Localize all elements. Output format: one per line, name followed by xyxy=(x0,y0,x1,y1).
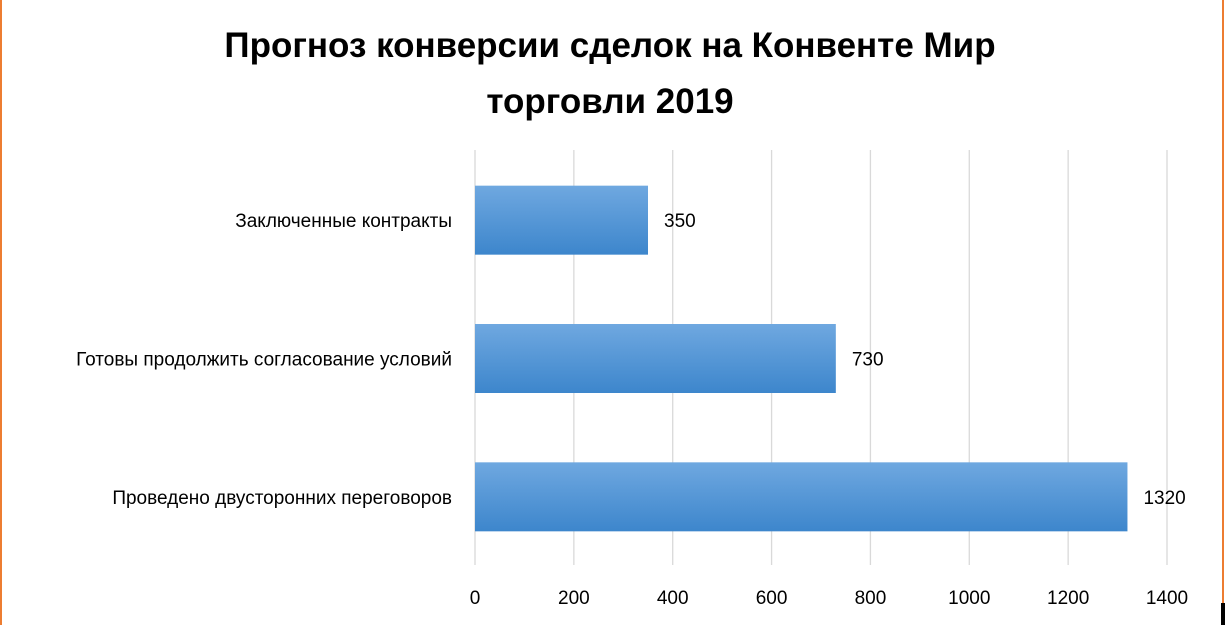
x-tick-label-200: 200 xyxy=(558,588,590,609)
category-label-3: Проведено двусторонних переговоров xyxy=(112,488,452,509)
frame-right-border xyxy=(1222,0,1224,605)
category-labels: Заключенные контракты Готовы продолжить с… xyxy=(76,211,452,509)
bar-3 xyxy=(475,462,1128,532)
bar-2 xyxy=(475,324,836,393)
data-label-1: 350 xyxy=(664,211,696,232)
x-tick-label-1400: 1400 xyxy=(1146,588,1188,609)
x-axis-tick-labels: 0 200 400 600 800 1000 1200 1400 xyxy=(470,588,1188,609)
x-tick-label-800: 800 xyxy=(855,588,887,609)
data-label-2: 730 xyxy=(852,350,884,371)
frame-left-border xyxy=(0,0,2,625)
category-label-2: Готовы продолжить согласование условий xyxy=(76,350,452,371)
frame-corner-mark xyxy=(1221,603,1225,625)
x-tick-label-1200: 1200 xyxy=(1047,588,1089,609)
x-tick-label-600: 600 xyxy=(756,588,788,609)
bars xyxy=(475,185,1128,532)
data-labels: 350 730 1320 xyxy=(664,211,1186,509)
data-label-3: 1320 xyxy=(1143,488,1185,509)
x-tick-label-400: 400 xyxy=(657,588,689,609)
x-tick-label-0: 0 xyxy=(470,588,481,609)
category-label-1: Заключенные контракты xyxy=(235,211,452,232)
bar-1 xyxy=(475,185,648,255)
chart-title: Прогноз конверсии сделок на Конвенте Мир… xyxy=(224,26,996,121)
x-tick-label-1000: 1000 xyxy=(948,588,990,609)
